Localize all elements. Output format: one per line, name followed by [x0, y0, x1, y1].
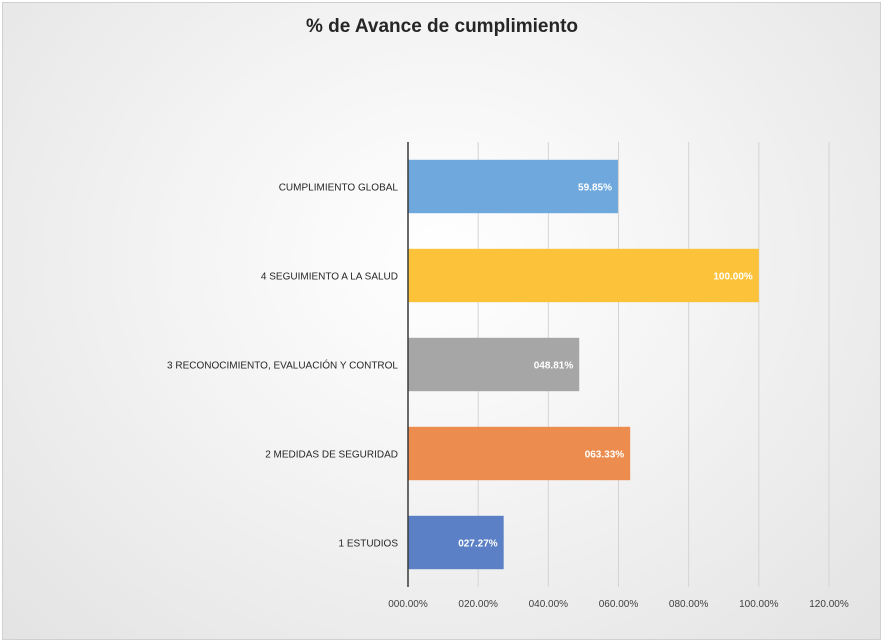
x-tick-label: 040.00% [529, 599, 569, 610]
x-tick-label: 000.00% [388, 599, 428, 610]
bar-4 [408, 515, 504, 570]
x-tick-label: 060.00% [599, 599, 639, 610]
data-label: 100.00% [713, 272, 753, 283]
category-label: 3 RECONOCIMIENTO, EVALUACIÓN Y CONTROL [167, 359, 398, 372]
data-label: 048.81% [534, 361, 574, 372]
bar-2 [408, 337, 580, 392]
data-label: 027.27% [458, 539, 498, 550]
bar-3 [408, 426, 631, 481]
chart-title: % de Avance de cumplimiento [305, 16, 579, 37]
category-label: 2 MEDIDAS DE SEGURIDAD [265, 450, 398, 461]
data-label: 063.33% [585, 450, 625, 461]
bar-0 [408, 159, 618, 214]
x-tick-label: 080.00% [669, 599, 709, 610]
bar-1 [408, 248, 759, 303]
category-label: 4 SEGUIMIENTO A LA SALUD [261, 272, 398, 283]
category-label: CUMPLIMIENTO GLOBAL [279, 183, 399, 194]
data-label: 59.85% [578, 183, 612, 194]
x-tick-label: 100.00% [739, 599, 779, 610]
category-label: 1 ESTUDIOS [339, 539, 399, 550]
axes: 000.00% 020.00% 040.00% 060.00% 080.00% 100.0… [167, 142, 849, 610]
x-tick-label: 020.00% [458, 599, 498, 610]
bars: 59.85% 100.00% 048.81% 063.33% 027.27% [408, 159, 759, 570]
x-tick-label: 120.00% [809, 599, 849, 610]
